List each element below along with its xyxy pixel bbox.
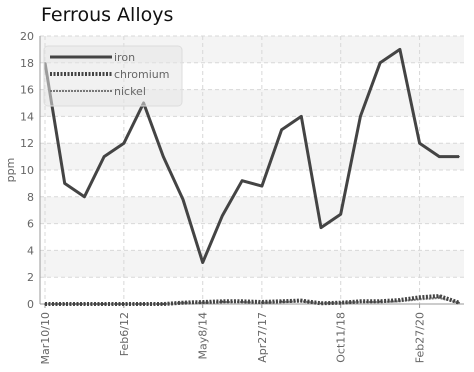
data-point-chromium [438, 295, 441, 297]
data-point-chromium [399, 299, 401, 301]
legend: iron chromium nickel [43, 45, 183, 107]
legend-label-iron: iron [114, 51, 135, 64]
data-point-iron [359, 115, 362, 118]
x-tick-label: Feb27/20 [414, 312, 427, 363]
x-tick-label: Oct11/18 [335, 312, 348, 363]
data-point-iron [83, 196, 86, 198]
data-point-iron [438, 155, 441, 158]
data-point-iron [458, 155, 460, 158]
data-point-chromium [300, 299, 303, 302]
series-line-chromium [45, 294, 460, 306]
x-tick-labels: Mar10/10 Feb6/12 May8/14 Apr27/17 Oct11/18 Fe… [39, 304, 427, 364]
data-point-chromium [162, 303, 165, 305]
data-point-iron [201, 261, 204, 264]
data-point-iron [123, 142, 125, 144]
legend-label-chromium: chromium [114, 68, 170, 81]
y-tick-label: 20 [20, 30, 34, 43]
data-point-iron [399, 48, 401, 51]
data-point-iron [261, 185, 263, 187]
series-lines [43, 47, 460, 306]
data-point-iron [63, 182, 66, 185]
y-tick-label: 18 [20, 57, 34, 70]
axes [39, 36, 464, 305]
data-point-chromium [339, 301, 342, 304]
data-point-chromium [63, 303, 66, 305]
data-point-chromium [201, 301, 204, 303]
y-tick-label: 6 [27, 218, 34, 231]
data-point-chromium [44, 303, 46, 305]
data-point-iron [221, 214, 224, 217]
data-point-iron [162, 155, 165, 158]
data-point-chromium [320, 302, 322, 305]
y-tick-labels: 0 2 4 6 8 10 12 14 16 18 20 [20, 30, 34, 311]
data-point-chromium [261, 301, 263, 303]
y-tick-label: 16 [20, 84, 34, 97]
y-tick-label: 8 [27, 191, 34, 204]
series-line-iron [43, 47, 459, 264]
data-point-iron [379, 62, 381, 64]
data-point-iron [103, 155, 105, 158]
plot-band [40, 143, 464, 170]
data-point-chromium [103, 303, 105, 305]
data-point-chromium [221, 300, 224, 303]
data-point-chromium [280, 300, 283, 303]
plot-band [40, 196, 464, 224]
x-tick-label: Mar10/10 [39, 312, 52, 364]
data-point-chromium [241, 300, 243, 303]
y-tick-label: 2 [27, 271, 34, 284]
y-axis-label: ppm [4, 158, 17, 183]
data-point-chromium [458, 301, 460, 304]
data-point-chromium [142, 303, 145, 305]
data-point-chromium [379, 300, 381, 303]
legend-label-nickel: nickel [114, 85, 146, 98]
data-point-chromium [418, 296, 421, 299]
data-point-iron [241, 179, 243, 182]
chart-title: Ferrous Alloys [41, 4, 174, 26]
y-tick-label: 10 [20, 164, 34, 177]
y-tick-label: 12 [20, 137, 34, 150]
data-point-iron [182, 198, 184, 201]
data-point-iron [300, 115, 303, 118]
y-tick-label: 14 [20, 110, 34, 123]
data-point-chromium [182, 301, 184, 304]
plot-band [40, 250, 464, 278]
data-point-chromium [123, 303, 125, 305]
y-tick-label: 4 [27, 244, 34, 257]
data-point-iron [280, 129, 283, 131]
y-tick-label: 0 [27, 298, 34, 311]
x-tick-label: Feb6/12 [118, 312, 131, 356]
data-point-chromium [83, 303, 86, 305]
data-point-chromium [359, 300, 362, 303]
data-point-iron [339, 213, 342, 215]
data-point-iron [418, 142, 421, 144]
data-point-iron [320, 226, 322, 229]
x-tick-label: Apr27/17 [256, 312, 269, 363]
x-tick-label: May8/14 [197, 312, 210, 359]
